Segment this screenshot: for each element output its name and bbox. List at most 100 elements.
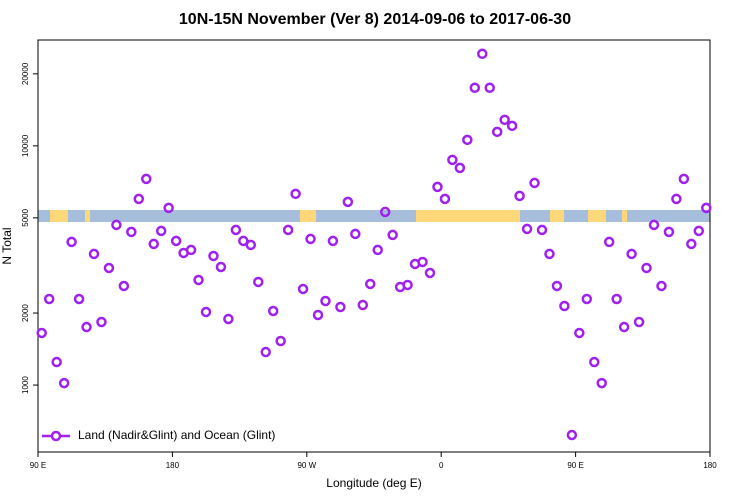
y-axis-label: N Total bbox=[0, 227, 14, 264]
point bbox=[477, 48, 488, 60]
point bbox=[566, 429, 578, 441]
point bbox=[118, 280, 130, 292]
x-tick-label: 180 bbox=[166, 461, 180, 470]
point bbox=[185, 244, 197, 256]
chart-title: 10N-15N November (Ver 8) 2014-09-06 to 2… bbox=[179, 11, 571, 28]
point bbox=[260, 346, 271, 358]
point bbox=[589, 356, 600, 368]
point bbox=[170, 235, 182, 247]
point bbox=[73, 293, 85, 305]
point bbox=[387, 229, 398, 241]
x-tick-label: 90 E bbox=[30, 461, 46, 470]
x-tick-label: 90 W bbox=[297, 461, 316, 470]
point bbox=[81, 321, 92, 333]
point bbox=[230, 224, 242, 236]
point bbox=[499, 114, 510, 126]
point bbox=[491, 126, 503, 138]
point bbox=[267, 305, 279, 317]
point bbox=[365, 278, 376, 290]
point bbox=[432, 181, 443, 193]
point bbox=[424, 267, 436, 279]
point bbox=[536, 224, 548, 236]
point bbox=[417, 256, 428, 268]
point bbox=[447, 154, 458, 166]
point bbox=[551, 280, 563, 292]
point bbox=[379, 206, 391, 218]
point bbox=[350, 228, 361, 240]
point bbox=[327, 235, 339, 247]
point bbox=[701, 202, 712, 214]
point bbox=[521, 223, 533, 235]
point bbox=[506, 120, 518, 132]
point bbox=[335, 301, 346, 313]
x-tick-label: 0 bbox=[439, 461, 444, 470]
point bbox=[633, 316, 645, 328]
point bbox=[290, 188, 301, 200]
point bbox=[215, 261, 227, 273]
y-tick-label: 20000 bbox=[21, 62, 30, 85]
point bbox=[469, 82, 481, 94]
y-tick-label: 5000 bbox=[21, 208, 30, 226]
legend-label: Land (Nadir&Glint) and Ocean (Glint) bbox=[78, 428, 275, 442]
point bbox=[282, 224, 294, 236]
point bbox=[208, 250, 219, 262]
point bbox=[648, 219, 660, 231]
point bbox=[253, 276, 264, 288]
point bbox=[58, 377, 70, 389]
point bbox=[596, 377, 607, 389]
point bbox=[372, 244, 383, 256]
point bbox=[686, 238, 697, 250]
point bbox=[357, 299, 369, 311]
point bbox=[133, 193, 145, 205]
point bbox=[618, 321, 630, 333]
point bbox=[462, 134, 473, 146]
point bbox=[693, 225, 705, 237]
point bbox=[574, 327, 585, 339]
point bbox=[88, 248, 100, 260]
y-tick-label: 2000 bbox=[21, 304, 30, 322]
point bbox=[200, 306, 212, 318]
point bbox=[103, 262, 115, 274]
point bbox=[66, 236, 77, 248]
x-tick-label: 90 E bbox=[567, 461, 583, 470]
point bbox=[36, 327, 47, 339]
point bbox=[193, 274, 204, 286]
x-axis-label: Longitude (deg E) bbox=[326, 476, 421, 490]
point bbox=[96, 316, 107, 328]
point bbox=[155, 225, 167, 237]
point bbox=[245, 239, 257, 251]
point bbox=[342, 196, 354, 208]
point bbox=[111, 219, 122, 231]
point bbox=[603, 236, 615, 248]
point bbox=[484, 82, 495, 94]
point bbox=[641, 262, 652, 274]
point bbox=[320, 295, 331, 307]
point bbox=[529, 177, 540, 189]
point bbox=[141, 173, 152, 185]
point bbox=[238, 235, 249, 247]
point bbox=[305, 233, 316, 245]
point bbox=[514, 190, 525, 202]
point bbox=[656, 280, 667, 292]
point bbox=[312, 309, 324, 321]
point bbox=[223, 313, 234, 325]
point bbox=[163, 202, 174, 214]
point bbox=[297, 283, 309, 295]
map-strip bbox=[38, 210, 710, 222]
point bbox=[402, 279, 413, 291]
point bbox=[439, 193, 451, 205]
point bbox=[663, 226, 675, 238]
x-tick-label: 180 bbox=[703, 461, 717, 470]
point bbox=[581, 293, 593, 305]
legend-marker bbox=[50, 430, 62, 442]
point bbox=[611, 293, 622, 305]
point bbox=[544, 248, 555, 260]
point bbox=[275, 335, 286, 347]
point bbox=[126, 226, 137, 238]
point bbox=[454, 162, 466, 174]
y-tick-label: 1000 bbox=[21, 376, 30, 394]
point bbox=[626, 248, 637, 260]
y-tick-label: 10000 bbox=[21, 134, 30, 157]
point bbox=[559, 300, 570, 312]
